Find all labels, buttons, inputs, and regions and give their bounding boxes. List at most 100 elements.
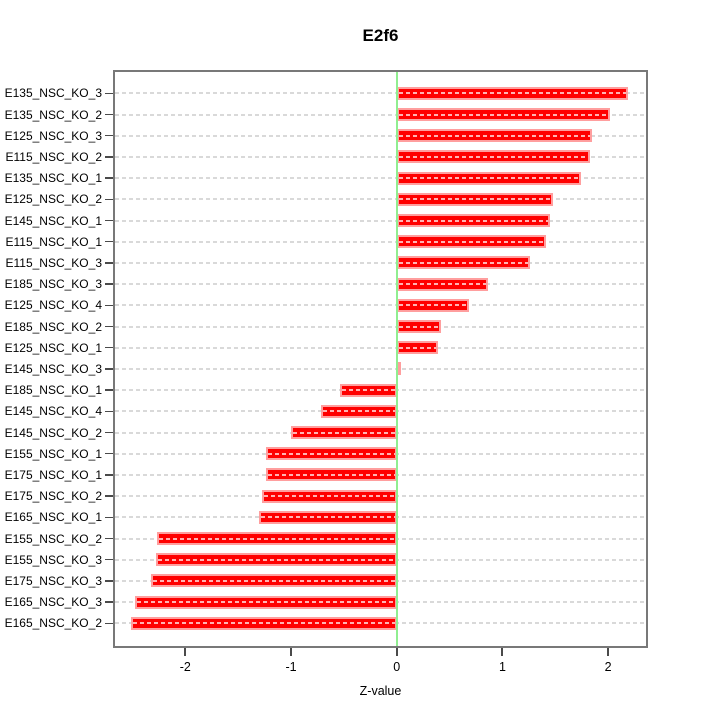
bar-E185_NSC_KO_2: [396, 320, 442, 333]
gridline: [115, 219, 646, 222]
bar-E165_NSC_KO_1: [259, 510, 397, 524]
y-axis-tick: [105, 113, 113, 116]
bar-grid-overlay: [398, 325, 440, 328]
gridline: [115, 261, 646, 264]
y-axis-tick: [105, 474, 113, 476]
bar-grid-overlay: [398, 177, 579, 180]
bar-E135_NSC_KO_3: [396, 86, 629, 100]
bar-grid-overlay: [398, 113, 609, 116]
y-axis-label: E175_NSC_KO_3: [4, 573, 102, 588]
bar-grid-overlay: [322, 410, 395, 413]
bar-E125_NSC_KO_3: [396, 129, 593, 143]
y-axis-label: E155_NSC_KO_1: [4, 446, 102, 461]
gridline: [115, 198, 646, 201]
bar-grid-overlay: [133, 622, 395, 625]
y-axis-label: E145_NSC_KO_4: [4, 404, 102, 419]
y-axis-label: E145_NSC_KO_2: [4, 425, 102, 440]
x-axis-tick: [501, 648, 504, 656]
bar-E165_NSC_KO_2: [131, 616, 397, 630]
gridline: [115, 240, 646, 243]
bar-E155_NSC_KO_2: [156, 532, 397, 545]
x-axis-tick: [395, 648, 398, 656]
bar-E175_NSC_KO_3: [151, 574, 397, 588]
x-axis-tick-label: -1: [285, 660, 297, 674]
bar-grid-overlay: [341, 389, 395, 392]
y-axis-label: E125_NSC_KO_2: [4, 192, 102, 207]
y-axis-label: E175_NSC_KO_1: [4, 467, 102, 482]
y-axis-label: E115_NSC_KO_1: [5, 234, 102, 249]
gridline: [115, 325, 646, 328]
bar-E115_NSC_KO_2: [396, 150, 591, 164]
gridline: [115, 367, 646, 370]
bar-E165_NSC_KO_3: [134, 595, 397, 609]
bar-grid-overlay: [136, 601, 395, 604]
bar-grid-overlay: [398, 261, 528, 264]
bar-grid-overlay: [398, 346, 436, 349]
bar-E175_NSC_KO_2: [262, 489, 397, 503]
y-axis-tick: [105, 389, 113, 391]
bar-grid-overlay: [157, 558, 395, 561]
y-axis-tick: [105, 177, 113, 179]
bar-E175_NSC_KO_1: [265, 468, 397, 482]
y-axis-tick: [105, 431, 113, 434]
y-axis-tick: [105, 516, 113, 519]
y-axis-label: E175_NSC_KO_2: [4, 489, 102, 504]
y-axis-tick: [105, 156, 113, 158]
y-axis-tick: [105, 368, 113, 370]
bar-E155_NSC_KO_3: [155, 553, 397, 567]
x-axis-title: Z-value: [359, 684, 402, 698]
x-axis-tick: [607, 648, 610, 656]
y-axis-label: E185_NSC_KO_1: [4, 383, 102, 398]
x-axis-tick-label: 1: [498, 660, 506, 674]
y-axis-tick: [105, 262, 113, 264]
bar-grid-overlay: [267, 452, 395, 455]
gridline: [115, 92, 646, 95]
y-axis-label: E135_NSC_KO_2: [4, 107, 102, 122]
y-axis-tick: [105, 325, 113, 328]
y-axis-label: E115_NSC_KO_2: [5, 149, 102, 164]
y-axis-label: E135_NSC_KO_3: [4, 86, 102, 101]
bar-E155_NSC_KO_1: [265, 447, 397, 461]
y-axis-label: E145_NSC_KO_3: [4, 361, 102, 376]
y-axis-tick: [105, 601, 113, 603]
bar-grid-overlay: [398, 219, 548, 222]
bar-E145_NSC_KO_2: [291, 426, 397, 439]
bar-E135_NSC_KO_2: [396, 108, 611, 121]
y-axis-label: E185_NSC_KO_2: [4, 319, 102, 334]
y-axis-tick: [105, 495, 113, 497]
y-axis-tick: [105, 134, 113, 137]
y-axis-tick: [105, 92, 113, 95]
y-axis-label: E155_NSC_KO_3: [4, 552, 102, 567]
gridline: [115, 134, 646, 137]
y-axis-tick: [105, 219, 113, 222]
bar-grid-overlay: [293, 431, 395, 434]
bar-E125_NSC_KO_2: [396, 192, 554, 206]
y-axis-tick: [105, 198, 113, 201]
bar-E115_NSC_KO_3: [396, 256, 530, 270]
bar-E115_NSC_KO_1: [396, 235, 546, 249]
y-axis-label: E135_NSC_KO_1: [4, 171, 102, 186]
gridline: [115, 177, 646, 180]
y-axis-label: E165_NSC_KO_2: [4, 616, 102, 631]
y-axis-tick: [105, 304, 113, 307]
x-axis-tick: [290, 648, 293, 656]
bar-grid-overlay: [398, 134, 591, 137]
bar-E125_NSC_KO_4: [396, 298, 469, 312]
bar-grid-overlay: [398, 198, 552, 201]
bar-E125_NSC_KO_1: [396, 341, 438, 355]
y-axis-tick: [105, 537, 113, 540]
y-axis-label: E125_NSC_KO_4: [4, 298, 102, 313]
bar-E185_NSC_KO_3: [396, 277, 488, 291]
gridline: [115, 155, 646, 158]
x-axis-tick-label: 0: [393, 660, 401, 674]
bar-grid-overlay: [267, 473, 395, 476]
y-axis-label: E125_NSC_KO_1: [4, 340, 102, 355]
bar-grid-overlay: [264, 495, 395, 498]
y-axis-label: E165_NSC_KO_3: [4, 595, 102, 610]
y-axis-tick: [105, 558, 113, 561]
gridline: [115, 346, 646, 349]
zero-reference-line: [395, 70, 398, 648]
bar-grid-overlay: [398, 240, 544, 243]
bar-E145_NSC_KO_1: [396, 214, 550, 227]
